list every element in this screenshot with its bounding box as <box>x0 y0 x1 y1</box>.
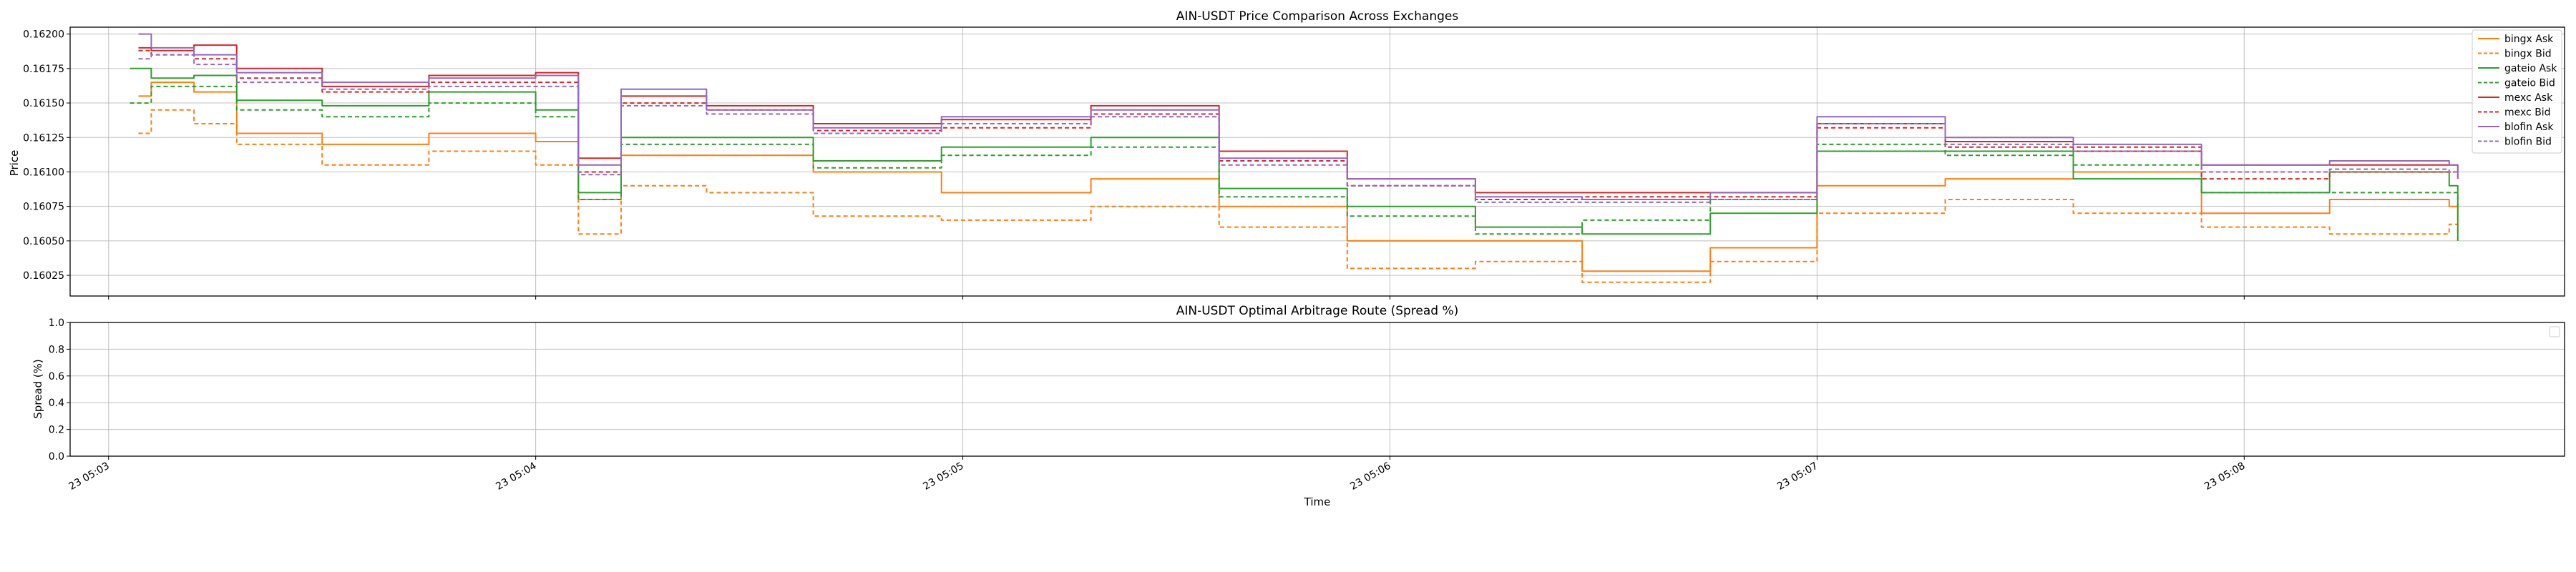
series-line-bingx-ask <box>138 82 2459 272</box>
price-chart-title: AIN-USDT Price Comparison Across Exchang… <box>1176 9 1459 24</box>
spread-legend-box <box>2549 326 2560 337</box>
y-tick-label: 0.16125 <box>23 132 64 144</box>
series-line-bingx-bid <box>138 109 2459 283</box>
y-tick-label: 0.8 <box>49 344 64 355</box>
series-line-gateio-ask <box>130 67 2459 241</box>
price-gridlines <box>70 27 2565 296</box>
price-series <box>130 33 2459 283</box>
y-tick-label: 0.16100 <box>23 167 64 178</box>
legend-label: blofin Ask <box>2504 122 2554 133</box>
legend-label: blofin Bid <box>2504 137 2552 148</box>
series-line-blofin-bid <box>138 54 2459 203</box>
y-tick-label: 0.16025 <box>23 270 64 282</box>
y-tick-label: 0.6 <box>49 371 64 383</box>
y-tick-label: 0.4 <box>49 398 64 409</box>
series-line-gateio-bid <box>130 85 2459 235</box>
y-tick-label: 0.16150 <box>23 98 64 109</box>
legend-label: bingx Bid <box>2504 49 2552 60</box>
spread-y-ticks: 0.0 0.2 0.4 0.6 0.8 1.0 <box>49 317 70 463</box>
y-tick-label: 0.16075 <box>23 202 64 213</box>
price-y-axis-label: Price <box>8 150 21 177</box>
y-tick-label: 0.16050 <box>23 236 64 247</box>
legend-box <box>2472 29 2562 154</box>
legend-label: gateio Bid <box>2504 78 2555 89</box>
spread-chart-title: AIN-USDT Optimal Arbitrage Route (Spread… <box>1176 304 1459 318</box>
price-panel: AIN-USDT Price Comparison Across Exchang… <box>8 9 2565 300</box>
spread-plot-frame <box>69 322 2565 457</box>
y-tick-label: 0.2 <box>49 425 64 436</box>
price-y-ticks: 0.16025 0.16050 0.16075 0.16100 0.16125 0.161… <box>23 29 70 282</box>
legend-label: mexc Bid <box>2504 107 2551 119</box>
price-legend: bingx Ask bingx Bid gateio Ask gateio Bid me… <box>2472 29 2562 154</box>
y-tick-label: 0.16200 <box>23 29 64 41</box>
y-tick-label: 1.0 <box>49 317 64 329</box>
spread-y-axis-label: Spread (%) <box>31 359 44 419</box>
price-plot-frame <box>69 26 2565 297</box>
legend-label: mexc Ask <box>2504 92 2553 104</box>
y-tick-label: 0.16175 <box>23 64 64 75</box>
y-tick-label: 0.0 <box>49 451 64 463</box>
price-x-ticks <box>108 296 2245 300</box>
legend-label: gateio Ask <box>2504 63 2557 74</box>
legend-label: bingx Ask <box>2504 34 2554 45</box>
time-x-axis-label: Time <box>1304 495 1331 508</box>
